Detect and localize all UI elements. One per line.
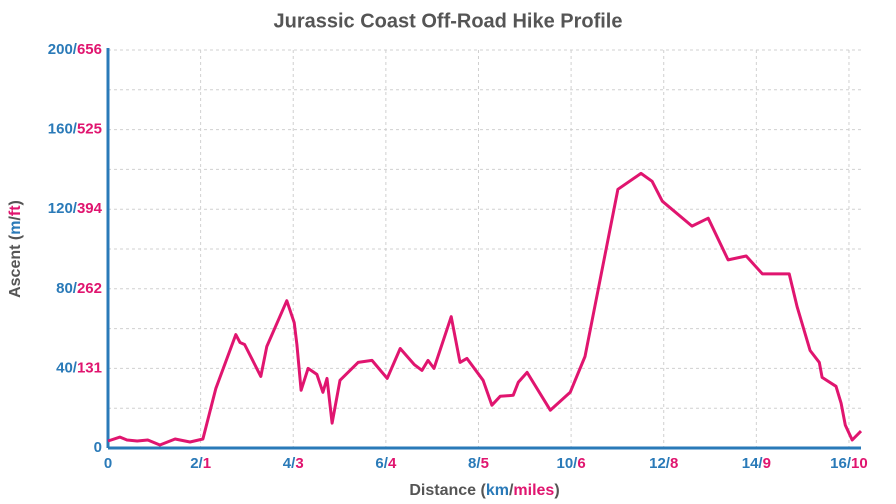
y-tick-label-part: / — [73, 41, 78, 58]
y-tick-label-part: 200 — [48, 41, 73, 58]
x-tick-label: 0 — [104, 455, 112, 472]
y-axis-title-part: m — [7, 221, 24, 235]
y-tick-label: 120/394 — [48, 200, 103, 217]
y-tick-label: 160/525 — [48, 121, 102, 138]
line-series — [107, 171, 863, 447]
y-axis-title-part: Ascent ( — [7, 234, 24, 298]
x-tick-label: 14/9 — [742, 455, 771, 472]
x-tick-label: 4/3 — [283, 455, 304, 472]
x-tick-label-part: 4 — [283, 455, 292, 472]
x-tick-label-part: 6 — [577, 455, 585, 472]
y-tick-label: 200/656 — [48, 41, 102, 58]
y-tick-label: 0 — [94, 439, 102, 456]
x-axis-title: Distance (km/miles) — [409, 482, 559, 499]
x-tick-label-part: / — [758, 455, 763, 472]
y-tick-label-part: 525 — [77, 121, 102, 138]
x-axis-title-part: ) — [554, 482, 559, 499]
x-tick-label-part: 3 — [295, 455, 303, 472]
x-tick-label-part: 9 — [763, 455, 771, 472]
y-tick-label: 40/131 — [56, 359, 102, 376]
y-tick-label-part: 656 — [77, 41, 102, 58]
y-tick-label-part: 120 — [48, 200, 73, 217]
y-tick-label-part: 262 — [77, 280, 102, 297]
y-tick-label-part: 131 — [77, 359, 102, 376]
y-tick-label-part: 160 — [48, 121, 73, 138]
y-tick-label-part: 40 — [56, 359, 73, 376]
y-tick-label-part: 80 — [56, 280, 73, 297]
x-axis-title-part: / — [509, 482, 514, 499]
x-axis-title-part: km — [486, 482, 509, 499]
x-tick-label-part: 0 — [104, 455, 112, 472]
x-tick-label-part: 4 — [388, 455, 397, 472]
x-tick-label-part: / — [291, 455, 296, 472]
y-tick-label-part: / — [73, 280, 78, 297]
x-tick-label-part: 1 — [203, 455, 211, 472]
x-tick-label-part: 2 — [190, 455, 198, 472]
x-tick-label-part: / — [573, 455, 578, 472]
x-tick-label: 2/1 — [190, 455, 211, 472]
x-tick-label-part: 8 — [468, 455, 476, 472]
x-tick-label-part: 12 — [649, 455, 666, 472]
x-tick-label: 16/10 — [830, 455, 868, 472]
y-tick-label-part: / — [73, 200, 78, 217]
x-tick-label-part: 14 — [742, 455, 759, 472]
y-tick-label-part: 394 — [77, 200, 103, 217]
y-axis-title-part: / — [7, 216, 24, 221]
x-tick-label-part: 8 — [670, 455, 678, 472]
y-axis-title-part: ft — [7, 205, 24, 216]
x-axis-title-part: miles — [513, 482, 554, 499]
x-tick-label-part: 6 — [375, 455, 383, 472]
x-tick-label: 10/6 — [556, 455, 585, 472]
y-axis-title-part: ) — [7, 200, 24, 205]
x-tick-label-part: 16 — [830, 455, 847, 472]
x-tick-label-part: / — [476, 455, 481, 472]
x-tick-label-part: 10 — [556, 455, 573, 472]
x-tick-label: 12/8 — [649, 455, 678, 472]
x-tick-label-part: / — [199, 455, 204, 472]
x-tick-label: 6/4 — [375, 455, 397, 472]
y-tick-label-part: / — [73, 121, 78, 138]
x-tick-label-part: 10 — [851, 455, 868, 472]
y-tick-label-part: 0 — [94, 439, 102, 456]
x-tick-label-part: / — [666, 455, 671, 472]
x-tick-label-part: / — [847, 455, 852, 472]
y-tick-label: 80/262 — [56, 280, 102, 297]
chart-title: Jurassic Coast Off-Road Hike Profile — [274, 10, 623, 32]
x-tick-label: 8/5 — [468, 455, 489, 472]
y-tick-label-part: / — [73, 359, 78, 376]
x-tick-label-part: / — [384, 455, 389, 472]
y-axis-title: Ascent (m/ft) — [7, 200, 24, 298]
x-tick-label-part: 5 — [481, 455, 489, 472]
x-axis-title-part: Distance ( — [409, 482, 486, 499]
